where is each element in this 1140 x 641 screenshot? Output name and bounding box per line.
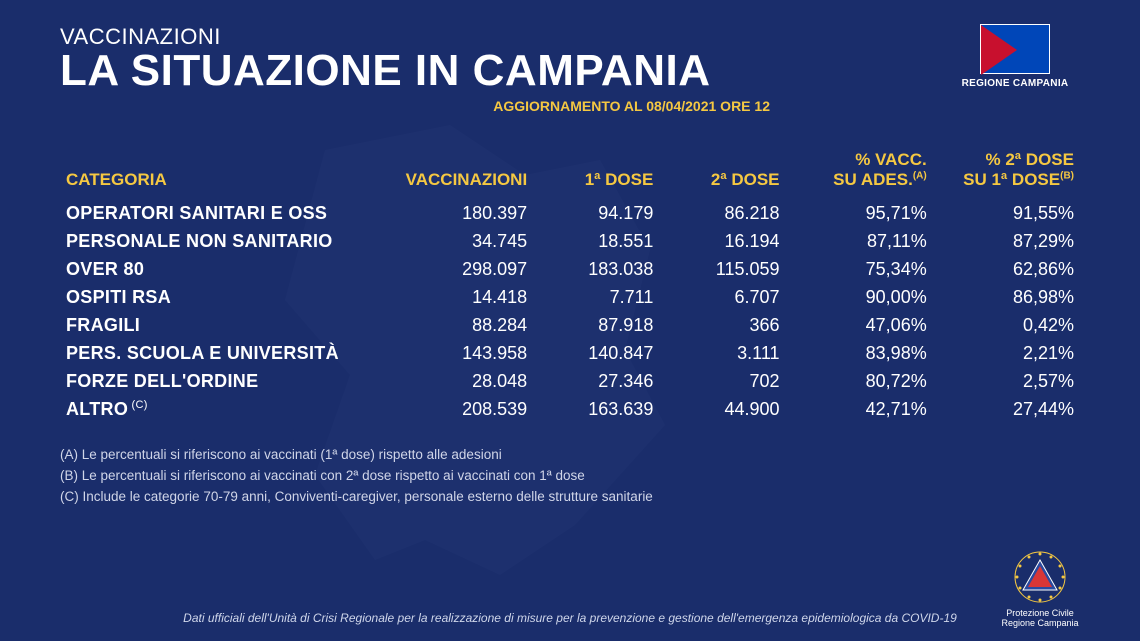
cell-d2: 44.900	[659, 395, 785, 423]
footer-credit: Dati ufficiali dell'Unità di Crisi Regio…	[140, 611, 1000, 629]
col-header-categoria: CATEGORIA	[60, 148, 375, 199]
cell-categoria: OPERATORI SANITARI E OSS	[60, 199, 375, 227]
page-title: LA SITUAZIONE IN CAMPANIA	[60, 46, 950, 96]
cell-d2: 86.218	[659, 199, 785, 227]
cell-p2: 62,86%	[933, 255, 1080, 283]
cell-vacc: 34.745	[375, 227, 533, 255]
cell-d1: 87.918	[533, 311, 659, 339]
cell-vacc: 208.539	[375, 395, 533, 423]
cell-p1: 75,34%	[786, 255, 933, 283]
table-row: FRAGILI88.28487.91836647,06%0,42%	[60, 311, 1080, 339]
cell-p2: 0,42%	[933, 311, 1080, 339]
cell-categoria: FORZE DELL'ORDINE	[60, 367, 375, 395]
regione-campania-logo: REGIONE CAMPANIA	[950, 24, 1080, 89]
cell-p1: 87,11%	[786, 227, 933, 255]
cell-vacc: 180.397	[375, 199, 533, 227]
footnote-a: (A) Le percentuali si riferiscono ai vac…	[60, 445, 1080, 466]
cell-p2: 86,98%	[933, 283, 1080, 311]
regione-campania-label: REGIONE CAMPANIA	[950, 78, 1080, 89]
cell-p1: 95,71%	[786, 199, 933, 227]
col-header-pct-vacc: % VACC. SU ADES.(A)	[786, 148, 933, 199]
protezione-civile-icon	[1013, 550, 1067, 604]
cell-categoria: OSPITI RSA	[60, 283, 375, 311]
campania-flag-icon	[980, 24, 1050, 74]
table-row: PERS. SCUOLA E UNIVERSITÀ143.958140.8473…	[60, 339, 1080, 367]
footnotes: (A) Le percentuali si riferiscono ai vac…	[60, 445, 1080, 508]
table-row: OSPITI RSA14.4187.7116.70790,00%86,98%	[60, 283, 1080, 311]
cell-vacc: 88.284	[375, 311, 533, 339]
cell-categoria: PERS. SCUOLA E UNIVERSITÀ	[60, 339, 375, 367]
footnote-c: (C) Include le categorie 70-79 anni, Con…	[60, 487, 1080, 508]
cell-d2: 3.111	[659, 339, 785, 367]
cell-categoria: OVER 80	[60, 255, 375, 283]
cell-d1: 18.551	[533, 227, 659, 255]
cell-p2: 2,21%	[933, 339, 1080, 367]
col-header-dose1: 1ª DOSE	[533, 148, 659, 199]
cell-d2: 6.707	[659, 283, 785, 311]
protezione-civile-line2: Regione Campania	[1000, 619, 1080, 629]
table-row: FORZE DELL'ORDINE28.04827.34670280,72%2,…	[60, 367, 1080, 395]
cell-vacc: 14.418	[375, 283, 533, 311]
cell-d2: 115.059	[659, 255, 785, 283]
col-header-vaccinazioni: VACCINAZIONI	[375, 148, 533, 199]
cell-p1: 42,71%	[786, 395, 933, 423]
cell-p1: 80,72%	[786, 367, 933, 395]
cell-d2: 16.194	[659, 227, 785, 255]
table-row: OPERATORI SANITARI E OSS180.39794.17986.…	[60, 199, 1080, 227]
cell-d1: 94.179	[533, 199, 659, 227]
update-timestamp: AGGIORNAMENTO AL 08/04/2021 ORE 12	[60, 98, 770, 114]
cell-p2: 91,55%	[933, 199, 1080, 227]
vaccination-table: CATEGORIA VACCINAZIONI 1ª DOSE 2ª DOSE %…	[60, 148, 1080, 423]
cell-p1: 90,00%	[786, 283, 933, 311]
cell-d1: 140.847	[533, 339, 659, 367]
cell-d1: 7.711	[533, 283, 659, 311]
col-header-dose2: 2ª DOSE	[659, 148, 785, 199]
cell-d1: 183.038	[533, 255, 659, 283]
cell-categoria: FRAGILI	[60, 311, 375, 339]
cell-p1: 83,98%	[786, 339, 933, 367]
col-header-pct-dose2: % 2ª DOSE SU 1ª DOSE(B)	[933, 148, 1080, 199]
cell-d1: 27.346	[533, 367, 659, 395]
cell-d2: 366	[659, 311, 785, 339]
table-row: PERSONALE NON SANITARIO34.74518.55116.19…	[60, 227, 1080, 255]
protezione-civile-logo: Protezione Civile Regione Campania	[1000, 550, 1080, 629]
cell-d2: 702	[659, 367, 785, 395]
cell-vacc: 143.958	[375, 339, 533, 367]
cell-p1: 47,06%	[786, 311, 933, 339]
cell-categoria: PERSONALE NON SANITARIO	[60, 227, 375, 255]
cell-p2: 87,29%	[933, 227, 1080, 255]
cell-vacc: 298.097	[375, 255, 533, 283]
cell-d1: 163.639	[533, 395, 659, 423]
cell-p2: 27,44%	[933, 395, 1080, 423]
cell-vacc: 28.048	[375, 367, 533, 395]
footnote-b: (B) Le percentuali si riferiscono ai vac…	[60, 466, 1080, 487]
cell-p2: 2,57%	[933, 367, 1080, 395]
table-row: ALTRO (C)208.539163.63944.90042,71%27,44…	[60, 395, 1080, 423]
cell-categoria: ALTRO (C)	[60, 395, 375, 423]
table-row: OVER 80298.097183.038115.05975,34%62,86%	[60, 255, 1080, 283]
